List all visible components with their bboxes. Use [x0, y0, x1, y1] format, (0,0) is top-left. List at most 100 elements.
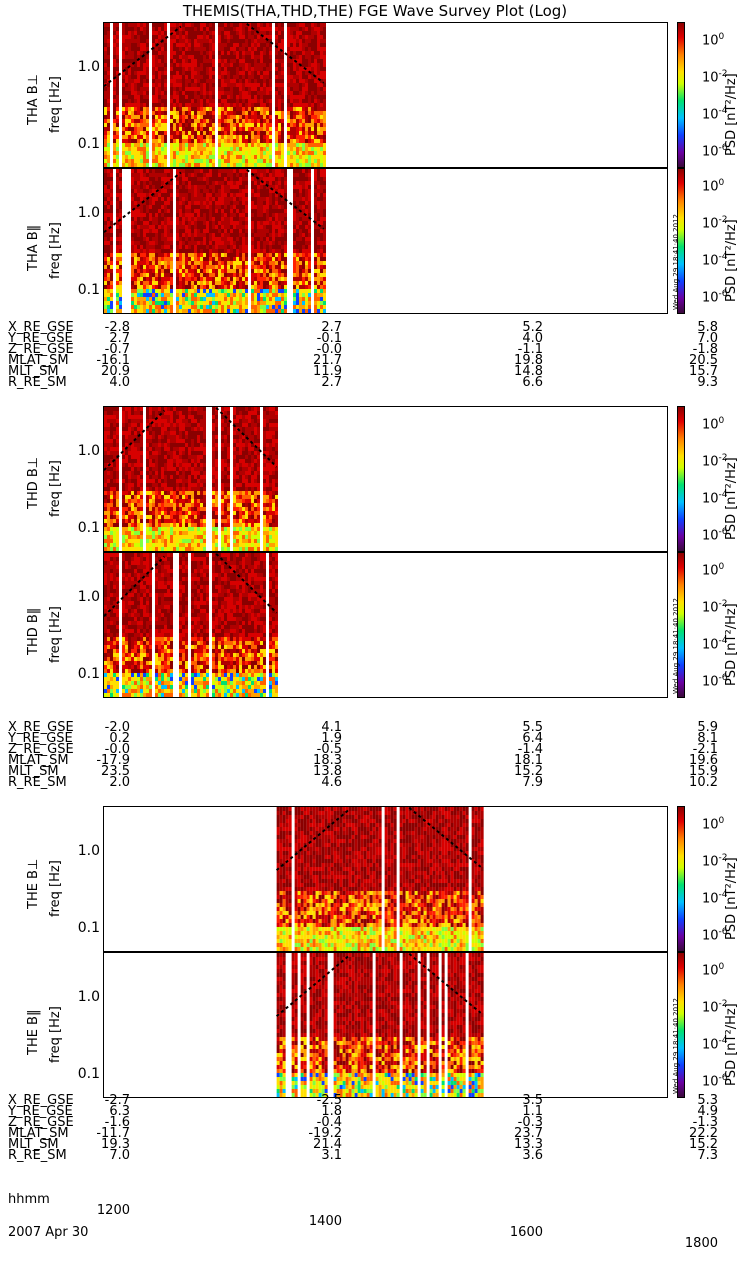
spectrogram-cell: [209, 293, 212, 297]
spectrogram-cell: [176, 233, 179, 237]
spectrogram-cell: [158, 253, 161, 257]
spectrogram-cell: [263, 197, 266, 201]
spectrogram-cell: [245, 185, 248, 189]
spectrogram-cell: [203, 159, 206, 163]
spectrogram-cell: [269, 225, 272, 229]
spectrogram-cell: [188, 225, 191, 229]
spectrogram-cell: [155, 241, 158, 245]
spectrogram-cell: [170, 253, 173, 257]
spectrogram-cell: [110, 297, 113, 301]
spectrogram-cell: [191, 123, 194, 127]
spectrogram-cell: [296, 115, 299, 119]
spectrogram-cell: [230, 197, 233, 201]
spectrogram-cell: [302, 241, 305, 245]
spectrogram-cell: [305, 87, 308, 91]
spectrogram-cell: [266, 55, 269, 59]
spectrogram-cell: [206, 75, 209, 79]
spectrogram-cell: [308, 233, 311, 237]
spectrogram-cell: [257, 111, 260, 115]
spectrogram-cell: [134, 139, 137, 143]
spectrogram-cell: [221, 139, 224, 143]
spectrogram-cell: [179, 277, 182, 281]
spectrogram-cell: [161, 159, 164, 163]
spectrogram-cell: [224, 193, 227, 197]
spectrogram-cell: [260, 47, 263, 51]
spectrogram-cell: [152, 297, 155, 301]
spectrogram-cell: [308, 257, 311, 261]
spectrogram-cell: [236, 123, 239, 127]
spectrogram-cell: [143, 229, 146, 233]
spectrogram-cell: [185, 193, 188, 197]
spectrogram-cell: [233, 147, 236, 151]
spectrogram-cell: [260, 111, 263, 115]
spectrogram-cell: [176, 55, 179, 59]
spectrogram-cell: [281, 253, 284, 257]
spectrogram-cell: [266, 173, 269, 177]
spectrogram-cell: [104, 261, 107, 265]
spectrogram-cell: [224, 273, 227, 277]
spectrogram-cell: [254, 95, 257, 99]
spectrogram-cell: [113, 99, 116, 103]
spectrogram-cell: [158, 257, 161, 261]
spectrogram-cell: [137, 39, 140, 43]
spectrogram-cell: [275, 229, 278, 233]
spectrogram-cell: [227, 225, 230, 229]
spectrogram-cell: [227, 189, 230, 193]
ephemeris-value: 9.3: [658, 377, 718, 388]
spectrogram-cell: [242, 159, 245, 163]
spectrogram-cell: [149, 237, 152, 241]
spectrogram-cell: [158, 159, 161, 163]
spectrogram-cell: [242, 75, 245, 79]
spectrogram-cell: [254, 111, 257, 115]
spectrogram-cell: [128, 27, 131, 31]
freq-tick: 1.0: [60, 205, 100, 221]
spectrogram-cell: [137, 225, 140, 229]
spectrogram-cell: [233, 151, 236, 155]
spectrogram-cell: [305, 23, 308, 27]
spectrogram-cell: [293, 245, 296, 249]
spectrogram-cell: [308, 31, 311, 35]
spectrogram-cell: [185, 51, 188, 55]
spectrogram-cell: [155, 131, 158, 135]
spectrogram-cell: [299, 245, 302, 249]
spectrogram-cell: [197, 265, 200, 269]
spectrogram-cell: [209, 123, 212, 127]
spectrogram-cell: [308, 79, 311, 83]
spectrogram-cell: [320, 27, 323, 31]
spectrogram-cell: [107, 111, 110, 115]
spectrogram-cell: [209, 253, 212, 257]
spectrogram-cell: [191, 249, 194, 253]
spectrogram-cell: [197, 87, 200, 91]
spectrogram-cell: [158, 173, 161, 177]
spectrogram-cell: [293, 115, 296, 119]
spectrogram-cell: [215, 169, 218, 173]
spectrogram-cell: [200, 63, 203, 67]
spectrogram-cell: [143, 79, 146, 83]
spectrogram-cell: [155, 245, 158, 249]
spectrogram-cell: [152, 35, 155, 39]
spectrogram-cell: [269, 217, 272, 221]
spectrogram-cell: [155, 229, 158, 233]
spectrogram-cell: [254, 147, 257, 151]
spectrogram-cell: [296, 177, 299, 181]
spectrogram-cell: [302, 181, 305, 185]
spectrogram-cell: [293, 79, 296, 83]
spectrogram-cell: [131, 197, 134, 201]
spectrogram-cell: [272, 277, 275, 281]
spectrogram-cell: [146, 177, 149, 181]
spectrogram-cell: [194, 313, 197, 314]
spectrogram-cell: [110, 177, 113, 181]
spectrogram-cell: [191, 131, 194, 135]
spectrogram-cell: [281, 107, 284, 111]
spectrogram-cell: [200, 131, 203, 135]
spectrogram-cell: [272, 249, 275, 253]
spectrogram-cell: [194, 83, 197, 87]
spectrogram-cell: [122, 47, 125, 51]
spectrogram-cell: [269, 91, 272, 95]
spectrogram-cell: [170, 71, 173, 75]
spectrogram-cell: [119, 221, 122, 225]
spectrogram-cell: [116, 273, 119, 277]
spectrogram-cell: [305, 269, 308, 273]
spectrogram-cell: [206, 107, 209, 111]
spectrogram-cell: [251, 301, 254, 305]
